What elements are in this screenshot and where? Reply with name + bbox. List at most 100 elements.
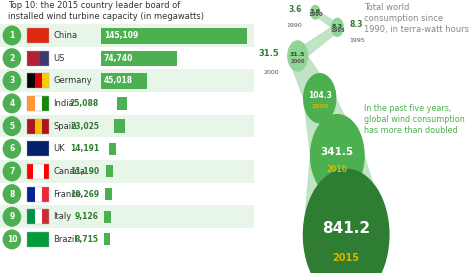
Bar [27, 96, 35, 111]
Bar [0, 24, 254, 47]
Circle shape [3, 185, 20, 203]
Text: 9,126: 9,126 [75, 212, 99, 221]
Ellipse shape [304, 74, 336, 123]
Bar [27, 141, 49, 156]
Text: 11,190: 11,190 [70, 167, 99, 176]
Bar [0, 70, 254, 92]
Text: 8: 8 [9, 190, 15, 198]
Bar [27, 118, 49, 133]
Text: In the past five years,
global wind consumption
has more than doubled: In the past five years, global wind cons… [364, 104, 465, 135]
Bar [42, 209, 49, 224]
Bar [42, 96, 49, 111]
Circle shape [3, 230, 20, 249]
Text: 45,018: 45,018 [104, 76, 133, 85]
Bar [44, 164, 49, 179]
Ellipse shape [303, 169, 389, 273]
Circle shape [3, 162, 20, 181]
Bar [117, 97, 127, 110]
Polygon shape [288, 56, 336, 98]
Bar [27, 141, 49, 156]
Text: 2005: 2005 [311, 104, 328, 109]
Text: 2: 2 [9, 54, 15, 63]
Bar [27, 232, 49, 247]
Circle shape [3, 94, 20, 113]
Bar [35, 209, 42, 224]
Text: Canada: Canada [53, 167, 85, 176]
Text: 7: 7 [9, 167, 15, 176]
Bar [33, 164, 44, 179]
Text: Spain: Spain [53, 122, 77, 130]
Text: Top 10: the 2015 country leader board of: Top 10: the 2015 country leader board of [8, 1, 180, 10]
Bar [27, 209, 49, 224]
Bar [42, 187, 49, 202]
Text: 841.2: 841.2 [322, 221, 370, 236]
Text: 341.5: 341.5 [321, 147, 354, 156]
Bar [27, 232, 49, 247]
Bar [27, 51, 49, 66]
Bar [0, 160, 254, 183]
Bar [42, 118, 49, 133]
Text: 8,715: 8,715 [75, 235, 99, 244]
Text: 8.3: 8.3 [332, 24, 343, 29]
Text: 3: 3 [9, 76, 15, 85]
Circle shape [3, 117, 20, 135]
Text: 4: 4 [9, 99, 15, 108]
Text: 1990: 1990 [308, 12, 323, 17]
Text: 23,025: 23,025 [70, 122, 99, 130]
Bar [35, 118, 42, 133]
Circle shape [3, 49, 20, 67]
Text: 31.5: 31.5 [290, 52, 305, 57]
Text: 2010: 2010 [327, 165, 348, 174]
Bar [27, 164, 33, 179]
Bar [27, 187, 49, 202]
Text: installed wind turbine capacity (in megawatts): installed wind turbine capacity (in mega… [8, 12, 204, 21]
Text: 9: 9 [9, 212, 15, 221]
Text: 25,088: 25,088 [70, 99, 99, 108]
Bar [27, 209, 35, 224]
Bar [114, 119, 125, 133]
Text: 10: 10 [7, 235, 17, 244]
Text: 3.6: 3.6 [289, 5, 302, 14]
Circle shape [3, 140, 20, 158]
Text: 1995: 1995 [330, 28, 345, 33]
Text: 14,191: 14,191 [70, 144, 99, 153]
Text: 10,269: 10,269 [70, 190, 99, 198]
Text: 145,109: 145,109 [104, 31, 138, 40]
Text: 74,740: 74,740 [104, 54, 133, 63]
Bar [101, 73, 146, 89]
Bar [0, 206, 254, 228]
Bar [27, 28, 49, 43]
Bar [106, 165, 113, 177]
Polygon shape [303, 156, 389, 235]
Circle shape [3, 72, 20, 90]
Text: 8.3: 8.3 [350, 20, 364, 29]
Text: Total world
consumption since
1990, in terra-watt hours: Total world consumption since 1990, in t… [364, 3, 469, 34]
Text: 2000: 2000 [291, 59, 305, 64]
Text: 1: 1 [9, 31, 15, 40]
Bar [27, 73, 49, 88]
Bar [27, 164, 49, 179]
Bar [27, 187, 35, 202]
Ellipse shape [310, 115, 364, 197]
Bar [27, 28, 49, 43]
Text: US: US [53, 54, 64, 63]
Bar [40, 51, 49, 66]
Text: China: China [53, 31, 77, 40]
Text: 3.6: 3.6 [310, 9, 321, 14]
Bar [42, 73, 49, 88]
Bar [27, 51, 40, 66]
Circle shape [3, 26, 20, 45]
Text: France: France [53, 190, 82, 198]
Text: 104.3: 104.3 [308, 91, 332, 100]
Text: 31.5: 31.5 [258, 49, 279, 58]
Text: Brazil: Brazil [53, 235, 77, 244]
Text: 5: 5 [9, 122, 15, 130]
Polygon shape [311, 12, 343, 27]
Bar [35, 96, 42, 111]
Bar [27, 73, 35, 88]
Text: 1995: 1995 [350, 38, 365, 43]
Text: 2000: 2000 [264, 70, 279, 75]
Text: 2015: 2015 [333, 253, 360, 263]
Text: Germany: Germany [53, 76, 92, 85]
Polygon shape [304, 98, 364, 156]
